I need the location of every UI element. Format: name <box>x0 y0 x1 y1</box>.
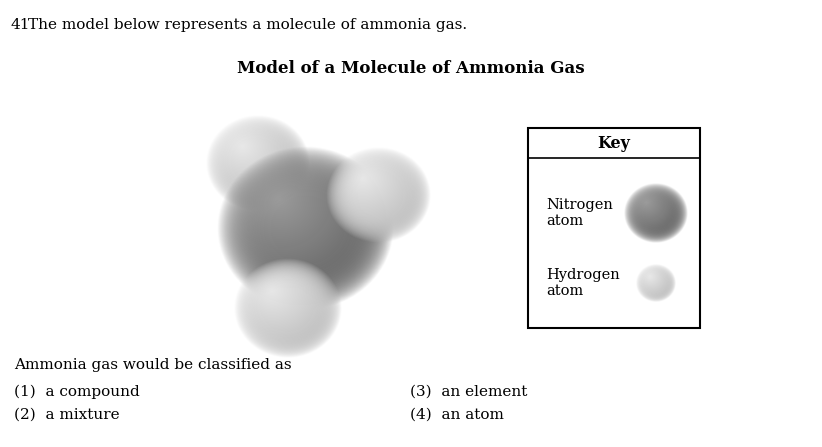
Text: Hydrogen
atom: Hydrogen atom <box>546 268 620 298</box>
Text: (3)  an element: (3) an element <box>410 385 528 399</box>
Text: Key: Key <box>598 135 630 152</box>
Text: (2)  a mixture: (2) a mixture <box>14 408 120 422</box>
Text: 41: 41 <box>10 18 30 32</box>
Text: (4)  an atom: (4) an atom <box>410 408 504 422</box>
FancyBboxPatch shape <box>528 128 700 328</box>
Text: (1)  a compound: (1) a compound <box>14 385 140 399</box>
Text: The model below represents a molecule of ammonia gas.: The model below represents a molecule of… <box>28 18 467 32</box>
Text: Ammonia gas would be classified as: Ammonia gas would be classified as <box>14 358 292 372</box>
Text: Nitrogen
atom: Nitrogen atom <box>546 198 613 228</box>
Text: Model of a Molecule of Ammonia Gas: Model of a Molecule of Ammonia Gas <box>238 60 584 77</box>
